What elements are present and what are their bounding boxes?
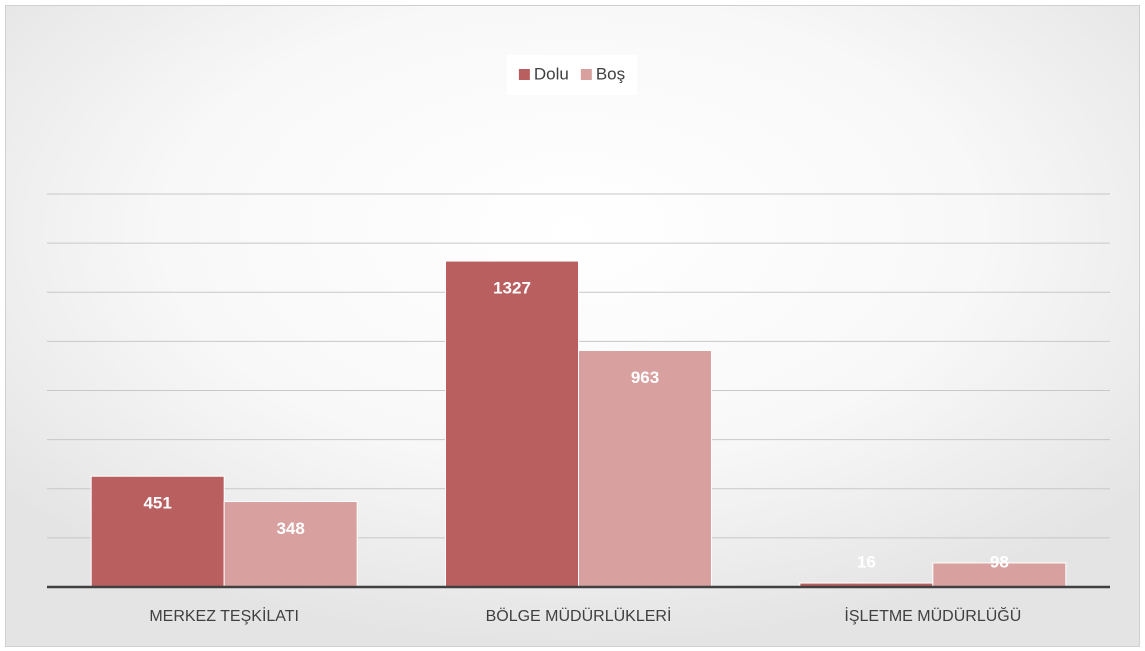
data-label: 451 — [143, 494, 171, 513]
bar — [90, 475, 225, 588]
bar — [578, 349, 712, 588]
bar — [445, 260, 579, 588]
data-label: 1327 — [493, 279, 531, 298]
data-label: 98 — [990, 552, 1009, 571]
legend-swatch — [580, 69, 592, 80]
legend: Dolu Boş — [506, 55, 638, 95]
legend-swatch — [518, 69, 530, 80]
x-tick-label: İŞLETME MÜDÜRLÜĞÜ — [844, 606, 1021, 625]
data-label: 963 — [631, 368, 659, 387]
bar — [932, 562, 1067, 588]
legend-label: Dolu — [534, 64, 569, 83]
legend-label: Boş — [596, 64, 625, 83]
data-label: 348 — [276, 519, 304, 538]
bar — [223, 501, 358, 588]
x-tick-label: BÖLGE MÜDÜRLÜKLERİ — [486, 606, 672, 625]
x-tick-label: MERKEZ TEŞKİLATI — [149, 606, 299, 625]
data-label: 16 — [857, 552, 876, 571]
